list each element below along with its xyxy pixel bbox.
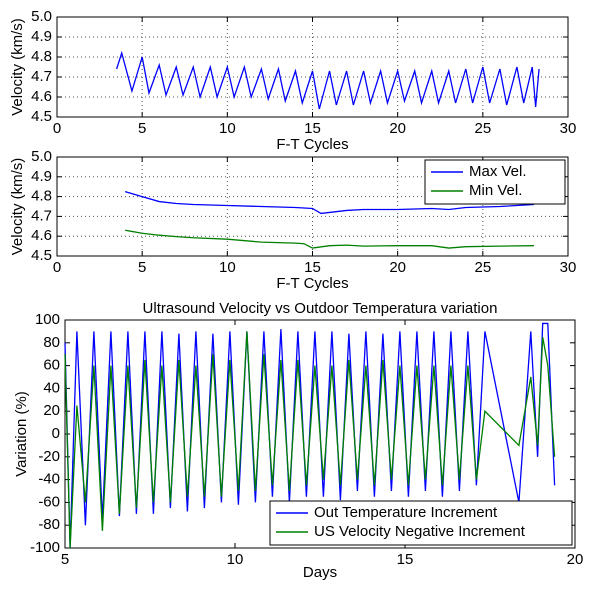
x-tick-label: 0: [53, 259, 61, 276]
y-tick-label: 4.6: [31, 88, 52, 105]
x-tick-label: 15: [304, 120, 321, 137]
legend: Max Vel. Min Vel.: [424, 159, 566, 205]
y-tick-label: 4.9: [31, 168, 52, 185]
y-tick-label: -40: [38, 471, 60, 488]
y-tick-label: 40: [43, 379, 60, 396]
y-tick-label: 4.5: [31, 108, 52, 125]
x-tick-label: 15: [304, 259, 321, 276]
legend-label: Min Vel.: [469, 182, 522, 199]
x-axis-label: F-T Cycles: [276, 275, 348, 292]
x-tick-label: 5: [61, 551, 69, 568]
x-tick-label: 5: [138, 259, 146, 276]
x-tick-label: 15: [397, 551, 414, 568]
data-line: [124, 191, 534, 215]
y-tick-label: 20: [43, 402, 60, 419]
y-tick-label: 4.7: [31, 68, 52, 85]
x-tick-label: 20: [389, 120, 406, 137]
x-tick-label: 30: [560, 259, 577, 276]
y-tick-label: -100: [30, 539, 60, 556]
y-tick-label: 4.8: [31, 48, 52, 65]
y-tick-label: 4.8: [31, 188, 52, 205]
x-tick-label: 20: [389, 259, 406, 276]
x-tick-label: 25: [474, 120, 491, 137]
y-tick-label: -60: [38, 493, 60, 510]
y-tick-label: 60: [43, 357, 60, 374]
chart-title: Ultrasound Velocity vs Outdoor Temperatu…: [143, 300, 498, 317]
legend-box: [424, 159, 566, 205]
y-tick-label: -20: [38, 448, 60, 465]
x-tick-label: 30: [560, 120, 577, 137]
x-tick-label: 10: [219, 120, 236, 137]
data-line: [64, 331, 556, 549]
y-tick-label: 100: [35, 311, 60, 328]
legend-box: [269, 500, 573, 546]
legend-label: US Velocity Negative Increment: [314, 523, 526, 540]
y-tick-label: 80: [43, 334, 60, 351]
y-tick-label: 5.0: [31, 8, 52, 25]
plot-frame: [56, 16, 569, 118]
data-line: [115, 50, 540, 110]
plot-frame: [64, 319, 576, 549]
x-tick-label: 20: [567, 551, 584, 568]
data-line: [125, 229, 534, 249]
y-tick-label: -80: [38, 516, 60, 533]
x-axis-label: Days: [303, 564, 337, 581]
legend-label: Max Vel.: [469, 163, 527, 180]
x-axis-label: F-T Cycles: [276, 136, 348, 153]
y-tick-label: 4.5: [31, 247, 52, 264]
x-tick-label: 25: [474, 259, 491, 276]
y-tick-label: 5.0: [31, 148, 52, 165]
x-tick-label: 5: [138, 120, 146, 137]
plot-frame: [56, 156, 569, 257]
y-tick-label: 4.7: [31, 207, 52, 224]
legend-label: Out Temperature Increment: [314, 504, 498, 521]
y-axis-label: Variation (%): [13, 391, 30, 477]
x-tick-label: 10: [219, 259, 236, 276]
x-tick-label: 0: [53, 120, 61, 137]
y-axis-label: Velocity (km/s): [9, 18, 26, 116]
y-tick-label: 4.9: [31, 28, 52, 45]
x-tick-label: 10: [227, 551, 244, 568]
y-axis-label: Velocity (km/s): [9, 158, 26, 256]
legend: Out Temperature Increment US Velocity Neg…: [269, 500, 573, 546]
y-tick-label: 4.6: [31, 227, 52, 244]
y-tick-label: 0: [52, 425, 60, 442]
